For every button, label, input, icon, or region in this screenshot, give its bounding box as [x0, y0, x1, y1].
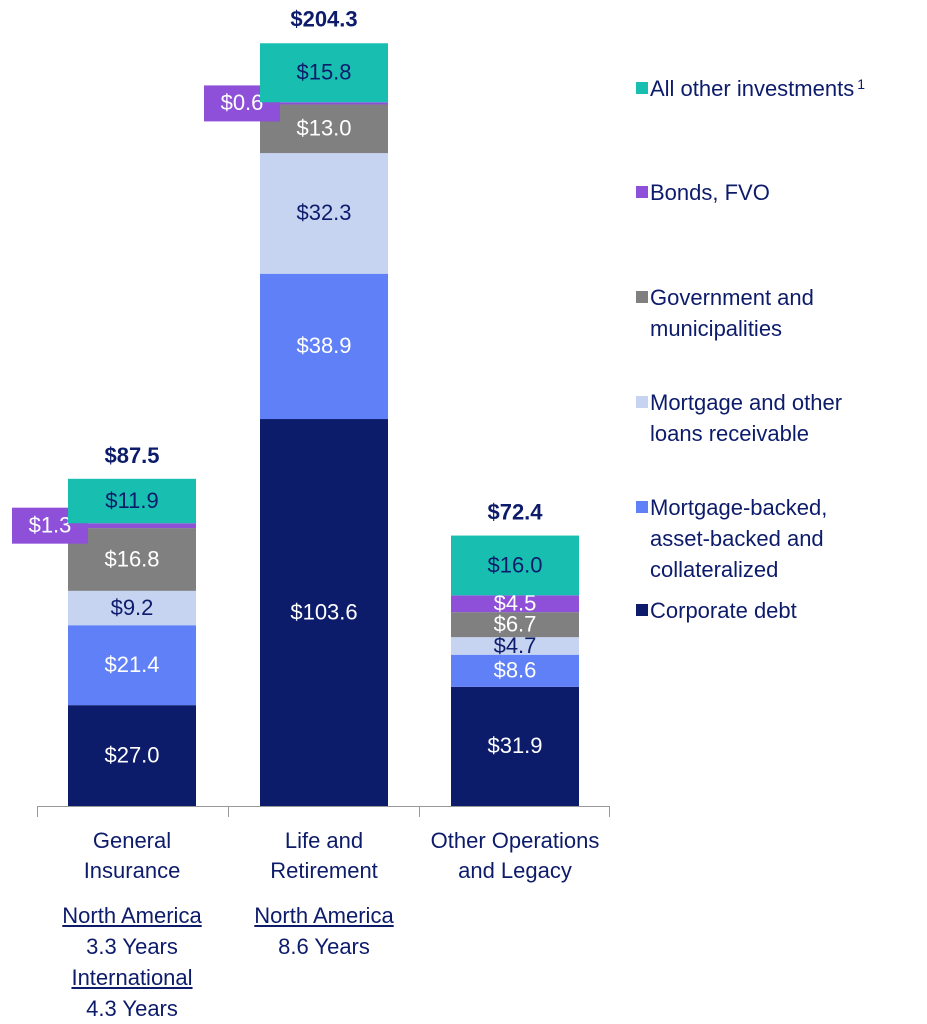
bar-segment	[68, 528, 196, 591]
bar-segment	[260, 153, 388, 274]
years: 8.6 Years	[278, 934, 370, 959]
value-label: $21.4	[104, 652, 159, 677]
legend-text: Bonds, FVO	[650, 180, 770, 205]
value-label: $15.8	[296, 60, 351, 85]
value-label: $1.3	[29, 512, 72, 537]
region: International	[71, 965, 193, 990]
region: North America	[254, 903, 394, 928]
duration-note: North America 8.6 Years	[224, 900, 424, 962]
x-tick-label: Life and Retirement	[270, 828, 378, 883]
bar-segment	[68, 705, 196, 806]
value-label: $16.0	[487, 552, 542, 577]
bar-segment	[260, 102, 388, 105]
bar-segment	[68, 523, 196, 529]
region-line: North America	[224, 900, 424, 931]
duration-note: North America 3.3 Years International 4.3 Y…	[32, 900, 232, 1024]
legend-swatch	[636, 604, 648, 616]
years: 4.3 Years	[86, 996, 178, 1021]
legend-swatch	[636, 82, 648, 94]
legend-label: Corporate debt	[650, 595, 890, 626]
value-label: $13.0	[296, 116, 351, 141]
bar-segment	[260, 43, 388, 103]
legend-text: Mortgage and other loans receivable	[650, 390, 843, 446]
region-line: International	[32, 962, 232, 993]
legend-label: Bonds, FVO	[650, 177, 890, 208]
region-line: North America	[32, 900, 232, 931]
total-label: $204.3	[290, 7, 357, 32]
bar-segment	[260, 273, 388, 420]
value-label: $16.8	[104, 546, 159, 571]
legend-swatch	[636, 186, 648, 198]
legend-label: All other investments 1	[650, 73, 890, 104]
value-label: $38.9	[296, 333, 351, 358]
bar-segment	[68, 590, 196, 626]
region: North America	[62, 903, 202, 928]
value-label: $103.6	[290, 599, 357, 624]
bar-segment	[260, 104, 388, 154]
legend-swatch	[636, 396, 648, 408]
legend-text: Government and municipalities	[650, 285, 814, 341]
bar-segment	[451, 637, 579, 655]
value-label: $6.7	[494, 611, 537, 636]
bar-segment	[451, 535, 579, 596]
legend-swatch	[636, 501, 648, 513]
years: 3.3 Years	[86, 934, 178, 959]
legend-text: All other investments	[650, 76, 855, 101]
bar-segment	[68, 478, 196, 524]
value-label: $32.3	[296, 200, 351, 225]
axis	[37, 806, 610, 817]
bar-segment	[451, 654, 579, 687]
legend-label: Mortgage-backed, asset-backed and collat…	[650, 492, 890, 585]
x-tick-label: Other Operations and Legacy	[430, 828, 600, 883]
value-label: $31.9	[487, 733, 542, 758]
value-label: $11.9	[105, 488, 158, 513]
value-label: $0.6	[221, 90, 264, 115]
bar-segment	[451, 612, 579, 638]
legend-swatch	[636, 291, 648, 303]
value-label: $8.6	[494, 658, 537, 683]
legend-text: Corporate debt	[650, 598, 797, 623]
value-label: $27.0	[104, 742, 159, 767]
value-label: $9.2	[111, 595, 154, 620]
bar-segment	[451, 686, 579, 806]
bar-segment	[68, 625, 196, 706]
bar-segment	[451, 595, 579, 613]
total-label: $72.4	[487, 499, 543, 524]
legend-label: Government and municipalities	[650, 282, 890, 344]
total-label: $87.5	[104, 443, 159, 468]
legend-label: Mortgage and other loans receivable	[650, 387, 890, 449]
legend-text: Mortgage-backed, asset-backed and collat…	[650, 495, 828, 582]
x-tick-label: General Insurance	[83, 828, 181, 883]
bar-segment	[260, 419, 388, 806]
footnote-marker: 1	[857, 76, 865, 92]
